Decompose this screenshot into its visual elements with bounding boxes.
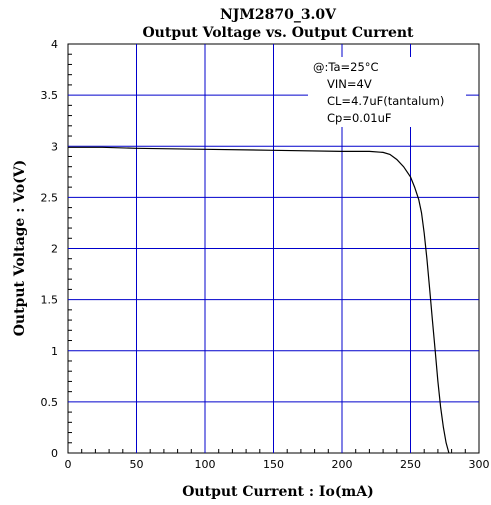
series-group	[68, 146, 450, 454]
x-tick-label: 250	[400, 458, 421, 471]
annotation-background	[308, 57, 466, 127]
x-axis-ticks: 0 50 100 150 200 250 300	[65, 458, 490, 471]
y-axis-ticks: 0 0.5 1 1.5 2 2.5 3 3.5 4	[41, 38, 59, 460]
series-line-1	[68, 146, 450, 454]
annotation-cp: Cp=0.01uF	[327, 111, 391, 125]
x-tick-label: 300	[469, 458, 490, 471]
y-tick-label: 0.5	[41, 396, 59, 409]
y-tick-label: 3	[51, 140, 58, 153]
annotation-vin: VIN=4V	[327, 77, 372, 91]
annotation-cl: CL=4.7uF(tantalum)	[327, 94, 444, 108]
x-tick-label: 50	[130, 458, 144, 471]
chart-subtitle: Output Voltage vs. Output Current	[142, 25, 414, 41]
x-tick-label: 150	[263, 458, 284, 471]
grid-lines	[68, 44, 479, 453]
y-tick-label: 3.5	[41, 89, 59, 102]
chart-title: NJM2870_3.0V	[220, 7, 337, 23]
x-tick-label: 0	[65, 458, 72, 471]
y-tick-label: 1.5	[41, 294, 59, 307]
x-axis-label: Output Current : Io(mA)	[182, 484, 374, 500]
y-tick-label: 0	[51, 447, 58, 460]
x-tick-label: 200	[332, 458, 353, 471]
x-tick-label: 100	[195, 458, 216, 471]
y-tick-label: 2	[51, 243, 58, 256]
y-tick-label: 1	[51, 345, 58, 358]
annotations: @:Ta=25°C VIN=4V CL=4.7uF(tantalum) Cp=0…	[308, 57, 466, 127]
y-tick-label: 2.5	[41, 191, 59, 204]
annotation-temperature: @:Ta=25°C	[313, 60, 379, 74]
y-axis-label: Output Voltage : Vo(V)	[12, 160, 28, 337]
y-tick-label: 4	[51, 38, 58, 51]
